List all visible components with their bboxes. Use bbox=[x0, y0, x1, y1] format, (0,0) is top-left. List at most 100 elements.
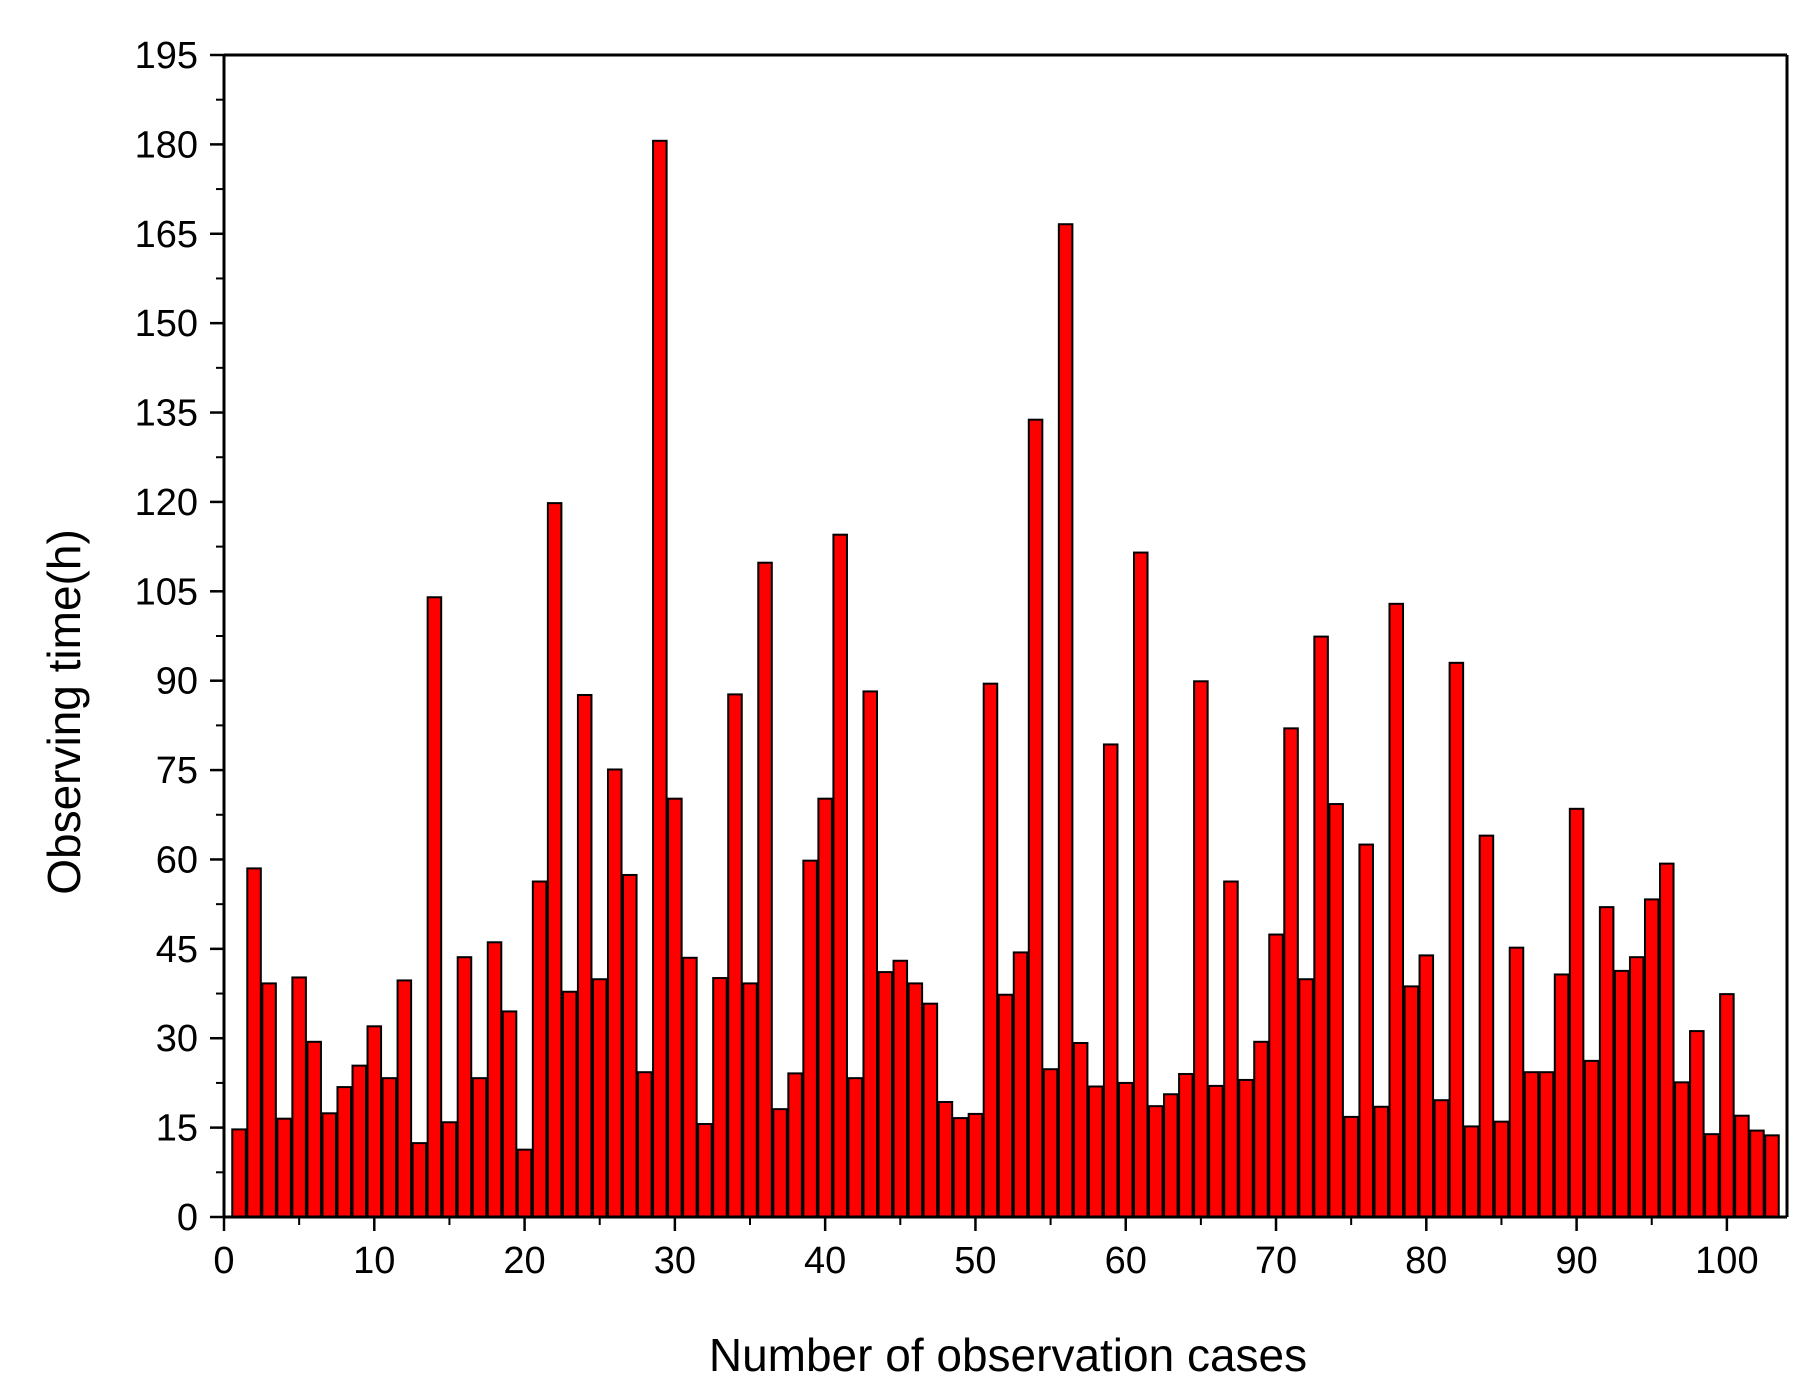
ticks-group: 0 15 30 45 60 75 90 105 120 135 150 165 180 195 0 10 20 3… bbox=[135, 35, 1759, 1282]
bar-case-92 bbox=[1598, 906, 1615, 1218]
bar-case-35 bbox=[742, 982, 758, 1218]
bar-case-14 bbox=[426, 596, 443, 1218]
bar-case-5 bbox=[291, 976, 307, 1219]
bar-case-75 bbox=[1343, 1115, 1359, 1219]
bar-case-77 bbox=[1373, 1105, 1389, 1219]
bar-case-54 bbox=[1027, 418, 1044, 1218]
bar-case-36 bbox=[757, 561, 773, 1218]
bar-case-89 bbox=[1553, 973, 1570, 1218]
bar-case-72 bbox=[1298, 978, 1314, 1218]
bar-case-94 bbox=[1628, 956, 1645, 1218]
bar-case-70 bbox=[1268, 933, 1284, 1218]
bar-case-8 bbox=[336, 1086, 353, 1218]
bar-case-76 bbox=[1358, 843, 1374, 1218]
bar-case-67 bbox=[1223, 880, 1239, 1218]
bar-case-73 bbox=[1313, 635, 1329, 1218]
bar-case-93 bbox=[1613, 969, 1630, 1219]
bar-case-7 bbox=[321, 1112, 337, 1219]
x-tick-label: 40 bbox=[804, 1240, 846, 1282]
bar-case-6 bbox=[306, 1040, 322, 1219]
bar-case-65 bbox=[1193, 680, 1209, 1218]
x-tick-label: 50 bbox=[954, 1240, 996, 1282]
bar-case-12 bbox=[396, 979, 413, 1218]
y-tick-label: 180 bbox=[135, 124, 198, 166]
bar-case-19 bbox=[501, 1010, 518, 1218]
y-tick-label: 135 bbox=[135, 393, 198, 435]
bar-case-102 bbox=[1749, 1129, 1765, 1218]
y-tick-label: 15 bbox=[156, 1108, 198, 1150]
y-tick-label: 75 bbox=[156, 750, 198, 792]
x-tick-label: 70 bbox=[1255, 1240, 1297, 1282]
bar-case-64 bbox=[1178, 1072, 1194, 1218]
bar-case-81 bbox=[1433, 1099, 1450, 1218]
bar-case-24 bbox=[576, 693, 593, 1218]
bar-case-1 bbox=[231, 1128, 247, 1219]
bar-case-27 bbox=[622, 873, 638, 1218]
y-axis-title: Observing time(h) bbox=[38, 529, 90, 895]
bar-case-26 bbox=[606, 768, 623, 1218]
bar-case-45 bbox=[892, 959, 909, 1218]
bar-case-44 bbox=[877, 971, 894, 1219]
y-tick-label: 105 bbox=[135, 571, 198, 613]
bar-case-16 bbox=[456, 956, 473, 1218]
bar-case-20 bbox=[516, 1148, 533, 1219]
x-tick-label: 0 bbox=[213, 1240, 234, 1282]
bar-case-62 bbox=[1148, 1105, 1164, 1219]
bar-case-11 bbox=[381, 1077, 398, 1219]
bar-case-58 bbox=[1087, 1085, 1104, 1218]
bar-case-39 bbox=[802, 859, 818, 1219]
y-tick-label: 30 bbox=[156, 1018, 198, 1060]
bar-case-95 bbox=[1643, 898, 1660, 1218]
x-tick-label: 100 bbox=[1695, 1240, 1758, 1282]
bar-case-9 bbox=[351, 1064, 368, 1219]
bar-case-21 bbox=[531, 880, 548, 1218]
bar-case-28 bbox=[637, 1071, 653, 1218]
bar-case-17 bbox=[471, 1077, 488, 1219]
bar-case-98 bbox=[1689, 1030, 1705, 1218]
bar-case-10 bbox=[366, 1025, 383, 1219]
y-tick-label: 90 bbox=[156, 661, 198, 703]
bar-case-18 bbox=[486, 941, 503, 1218]
bar-case-42 bbox=[847, 1077, 863, 1219]
bar-case-15 bbox=[441, 1121, 458, 1218]
bar-case-87 bbox=[1523, 1071, 1540, 1218]
bar-case-46 bbox=[907, 982, 924, 1218]
x-tick-label: 90 bbox=[1555, 1240, 1597, 1282]
bar-case-71 bbox=[1283, 727, 1299, 1218]
bar-case-25 bbox=[591, 978, 608, 1218]
bar-case-51 bbox=[982, 682, 999, 1218]
bar-case-31 bbox=[682, 956, 698, 1219]
bar-case-60 bbox=[1117, 1081, 1134, 1219]
bar-case-74 bbox=[1328, 803, 1344, 1218]
bar-case-47 bbox=[922, 1002, 939, 1218]
bar-case-43 bbox=[862, 690, 879, 1218]
bar-case-90 bbox=[1568, 807, 1585, 1218]
bar-case-34 bbox=[727, 693, 743, 1218]
bar-case-4 bbox=[276, 1117, 292, 1219]
bar-case-69 bbox=[1253, 1040, 1269, 1219]
y-tick-label: 120 bbox=[135, 482, 198, 524]
y-tick-label: 60 bbox=[156, 839, 198, 881]
bar-case-3 bbox=[261, 982, 277, 1218]
bar-case-56 bbox=[1057, 223, 1074, 1219]
bar-case-101 bbox=[1734, 1114, 1750, 1218]
bar-case-50 bbox=[967, 1112, 984, 1219]
bar-case-91 bbox=[1583, 1059, 1600, 1218]
bar-case-97 bbox=[1674, 1081, 1690, 1218]
bar-case-59 bbox=[1102, 743, 1119, 1218]
bar-case-100 bbox=[1719, 993, 1735, 1218]
bar-case-41 bbox=[832, 533, 848, 1218]
x-tick-label: 30 bbox=[654, 1240, 696, 1282]
bar-case-79 bbox=[1403, 985, 1420, 1219]
bar-case-66 bbox=[1208, 1084, 1224, 1219]
bar-case-68 bbox=[1238, 1078, 1254, 1218]
bar-case-63 bbox=[1163, 1093, 1179, 1218]
bar-case-96 bbox=[1659, 862, 1675, 1218]
bar-case-37 bbox=[772, 1108, 788, 1219]
bar-case-85 bbox=[1493, 1120, 1510, 1219]
y-tick-label: 165 bbox=[135, 214, 198, 256]
y-tick-label: 0 bbox=[177, 1197, 198, 1239]
bar-case-82 bbox=[1448, 661, 1465, 1218]
x-tick-label: 10 bbox=[353, 1240, 395, 1282]
